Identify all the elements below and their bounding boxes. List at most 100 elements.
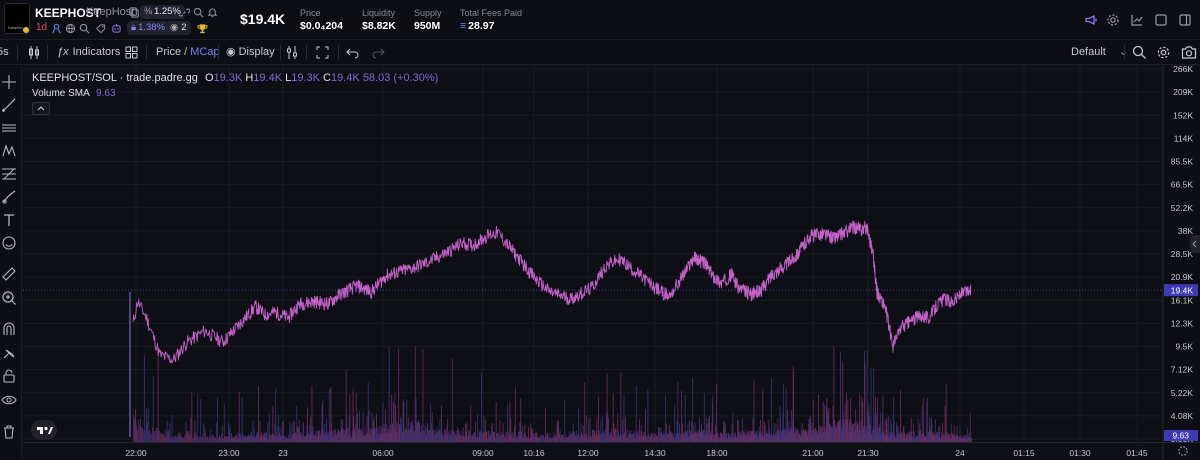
volume-bar bbox=[250, 433, 252, 442]
display-button[interactable]: ◉ Display bbox=[226, 45, 275, 60]
percent-pill[interactable]: ⅜ 1.25% bbox=[140, 5, 185, 19]
volume-bar bbox=[258, 436, 260, 442]
emoji-icon[interactable] bbox=[1, 235, 17, 251]
volume-bar bbox=[820, 425, 822, 442]
megaphone-icon[interactable] bbox=[1084, 13, 1098, 27]
text-icon[interactable] bbox=[1, 212, 17, 228]
volume-bar bbox=[427, 429, 429, 442]
mcap-option[interactable]: MCap bbox=[190, 46, 220, 58]
volume-bar bbox=[390, 433, 392, 442]
volume-bar bbox=[728, 436, 730, 442]
magnet-icon[interactable] bbox=[1, 321, 17, 337]
volume-bar bbox=[538, 436, 540, 442]
volume-bar bbox=[349, 394, 351, 442]
indicators-button[interactable]: ƒx Indicators bbox=[57, 45, 120, 60]
layout-dropdown[interactable]: Default ⌄ bbox=[1071, 45, 1128, 60]
volume-bar bbox=[372, 420, 374, 442]
sliders-icon[interactable] bbox=[286, 45, 299, 60]
token-logo[interactable]: KeepHost bbox=[4, 3, 30, 34]
volume-bar bbox=[884, 418, 886, 442]
volume-bar bbox=[578, 408, 579, 442]
tradingview-logo[interactable] bbox=[31, 420, 57, 440]
candle-type-icon[interactable] bbox=[27, 45, 41, 60]
volume-bar bbox=[653, 432, 655, 442]
chart-view-icon[interactable] bbox=[1130, 13, 1144, 27]
volume-bar bbox=[438, 429, 440, 442]
tag-icon[interactable] bbox=[95, 23, 106, 34]
camera-icon[interactable] bbox=[1181, 45, 1197, 60]
settings-icon[interactable] bbox=[1106, 13, 1120, 27]
redo-icon[interactable] bbox=[372, 45, 385, 60]
price-chart[interactable]: 266K 209K 152K 114K 85.5K 66.5K 52.2K 38K 28.5K 2… bbox=[23, 66, 1200, 460]
volume-bar bbox=[800, 437, 802, 442]
search-icon[interactable] bbox=[1132, 45, 1147, 60]
timeframe-button[interactable]: 5s bbox=[0, 46, 9, 58]
volume-bar bbox=[834, 420, 836, 442]
bell-icon[interactable] bbox=[207, 7, 218, 18]
volume-bar bbox=[856, 425, 857, 442]
scroll-handle[interactable] bbox=[1190, 235, 1200, 253]
volume-bar bbox=[941, 432, 943, 442]
globe-icon[interactable] bbox=[65, 23, 76, 34]
x-tick-label: 21:00 bbox=[802, 448, 824, 458]
lock-drawing-icon[interactable] bbox=[1, 344, 17, 360]
volume-bar bbox=[402, 432, 403, 442]
bot-icon[interactable] bbox=[111, 23, 122, 34]
fib-icon[interactable] bbox=[1, 166, 17, 182]
ohlc-legend: KEEPHOST/SOL · trade.padre.gg O19.3K H19… bbox=[32, 72, 438, 84]
window-icon[interactable] bbox=[1154, 13, 1168, 27]
collapse-legend-button[interactable] bbox=[32, 102, 50, 115]
link-icon[interactable] bbox=[179, 7, 190, 18]
chart-canvas[interactable]: 266K 209K 152K 114K 85.5K 66.5K 52.2K 38K 28.5K 2… bbox=[23, 66, 1200, 460]
volume-bar bbox=[361, 436, 363, 442]
lock-icon[interactable] bbox=[1, 368, 17, 384]
zoom-icon[interactable] bbox=[1, 290, 17, 306]
panel-icon[interactable] bbox=[1178, 13, 1192, 27]
copy-icon[interactable] bbox=[129, 7, 140, 18]
visibility-icon[interactable] bbox=[1, 392, 17, 408]
volume-bar bbox=[348, 437, 350, 442]
price-line bbox=[132, 220, 972, 364]
trash-icon[interactable] bbox=[1, 424, 17, 440]
token-name: KeepHost bbox=[86, 6, 135, 18]
volume-bar bbox=[421, 431, 423, 442]
volume-bar bbox=[199, 436, 201, 442]
brush-icon[interactable] bbox=[1, 189, 17, 205]
search-token-icon[interactable] bbox=[79, 23, 90, 34]
volume-bar bbox=[236, 436, 238, 442]
undo-icon[interactable] bbox=[346, 45, 359, 60]
fullscreen-icon[interactable] bbox=[316, 45, 329, 60]
pattern-icon[interactable] bbox=[1, 143, 17, 159]
price-option[interactable]: Price bbox=[156, 46, 182, 58]
volume-bar bbox=[379, 434, 381, 442]
horizontal-lines-icon[interactable] bbox=[1, 120, 17, 136]
watchers-pill[interactable]: ◉ 2 bbox=[166, 21, 191, 35]
stat-value: $8.82K bbox=[362, 20, 396, 32]
holders-pill[interactable]: 🔒︎ 1.38% bbox=[127, 21, 169, 35]
price-mcap-toggle[interactable]: Price / MCap bbox=[156, 45, 220, 60]
volume-bar bbox=[961, 438, 963, 442]
gear-icon[interactable] bbox=[1156, 45, 1171, 60]
volume-bar bbox=[504, 437, 505, 442]
volume-bar bbox=[393, 402, 394, 442]
search-icon[interactable] bbox=[193, 7, 204, 18]
volume-bar bbox=[445, 434, 447, 442]
y-tick-label: 209K bbox=[1173, 87, 1193, 97]
volume-bar bbox=[651, 432, 653, 442]
volume-bar bbox=[432, 430, 434, 442]
ruler-icon[interactable] bbox=[1, 266, 17, 282]
volume-bar bbox=[652, 434, 653, 442]
volume-bar bbox=[821, 434, 823, 442]
volume-bar bbox=[227, 436, 229, 442]
volume-bar bbox=[203, 423, 205, 442]
dev-icon[interactable] bbox=[51, 23, 62, 34]
crosshair-icon[interactable] bbox=[1, 74, 17, 90]
volume-bar bbox=[746, 436, 747, 442]
volume-bar bbox=[421, 426, 422, 442]
templates-icon[interactable] bbox=[125, 45, 138, 60]
volume-bar bbox=[949, 436, 951, 442]
trophy-icon[interactable] bbox=[197, 23, 208, 34]
volume-bar bbox=[386, 423, 388, 442]
trendline-icon[interactable] bbox=[1, 97, 17, 113]
y-tick-label: 266K bbox=[1173, 66, 1193, 74]
